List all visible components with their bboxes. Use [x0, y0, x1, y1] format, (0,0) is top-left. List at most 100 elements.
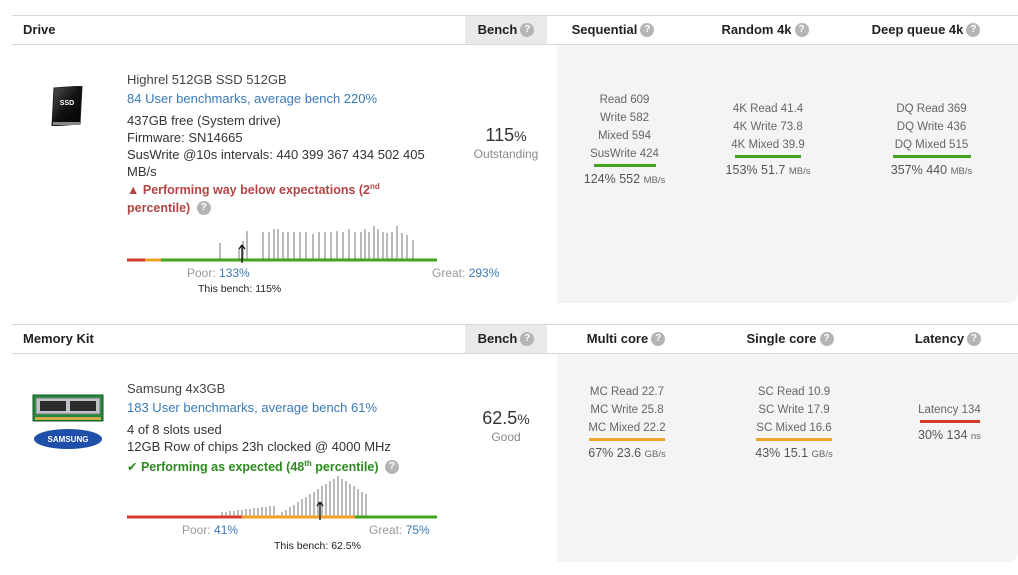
sc-write: SC Write 17.9 — [758, 404, 830, 416]
sc-mixed: SC Mixed 16.6 — [756, 422, 832, 434]
memory-bench-label: Good — [491, 430, 521, 444]
this-bench-marker-head — [319, 501, 324, 507]
memory-header-title: Memory Kit — [23, 331, 94, 346]
sc-summary: 43% 15.1 GB/s — [749, 444, 839, 464]
memory-benchmarks-link[interactable]: 183 User benchmarks, average bench 61% — [127, 400, 378, 415]
memory-this-bench: This bench: 62.5% — [274, 540, 361, 552]
drive-warning-sup: nd — [370, 182, 380, 191]
dq-mixed: DQ Mixed 515 — [894, 139, 969, 151]
help-icon[interactable]: ? — [819, 331, 834, 346]
this-bench-marker-head — [241, 244, 246, 250]
dq-write: DQ Write 436 — [896, 121, 967, 133]
drive-warning-text: Performing way below expectations (2 — [142, 183, 371, 198]
seq-bar — [593, 164, 656, 167]
lat-value: Latency 134 — [918, 404, 981, 416]
samsung-logo-text: SAMSUNG — [48, 435, 89, 444]
help-icon[interactable]: ? — [196, 200, 211, 215]
sc-read: SC Read 10.9 — [757, 386, 831, 398]
memory-multicore-header-label: Multi core — [586, 331, 649, 346]
drive-random-header-label: Random 4k — [721, 22, 792, 37]
help-icon[interactable]: ? — [651, 331, 666, 346]
dq-summary-unit: MB/s — [950, 166, 973, 177]
rnd-bar — [735, 155, 801, 158]
mc-write: MC Write 25.8 — [590, 404, 664, 416]
seq-summary: 124% 552 MB/s — [557, 170, 692, 190]
drive-header-title: Drive — [23, 22, 56, 37]
drive-bench-header[interactable]: Bench? — [465, 16, 547, 44]
memory-section: Memory Kit Bench? Multi core? Single cor… — [12, 324, 1018, 564]
drive-random-header[interactable]: Random 4k? — [709, 16, 821, 44]
help-icon[interactable]: ? — [794, 22, 809, 37]
memory-singlecore-header[interactable]: Single core? — [734, 325, 846, 353]
rnd-summary: 153% 51.7 MB/s — [714, 161, 822, 181]
drive-section: Drive Bench? Sequential? Random 4k? Deep… — [12, 15, 1018, 305]
dq-summary: 357% 440 MB/s — [874, 161, 989, 181]
memory-bench-header-label: Bench — [477, 331, 518, 346]
lat-summary-value: 30% 134 — [918, 428, 968, 442]
drive-great-label: Great: 293% — [432, 266, 499, 280]
memory-slots: 4 of 8 slots used — [127, 422, 222, 437]
memory-multicore-header[interactable]: Multi core? — [570, 325, 682, 353]
drive-distribution-chart — [127, 215, 437, 263]
memory-great-text: Great: — [369, 523, 403, 537]
warning-icon: ▲ — [127, 183, 140, 198]
this-bench-marker-head — [238, 244, 243, 250]
drive-bench-score-pct: % — [514, 128, 527, 144]
drive-free-space: 437GB free (System drive) — [127, 113, 281, 128]
drive-metrics-panel — [557, 45, 1018, 303]
drive-deepqueue-header[interactable]: Deep queue 4k? — [861, 16, 991, 44]
drive-sequential-metrics: Read 609 Write 582 Mixed 594 SusWrite 42… — [557, 91, 692, 190]
drive-bench-score-value: 115 — [485, 125, 515, 145]
help-icon[interactable]: ? — [967, 331, 982, 346]
ram-image: SAMSUNG — [32, 393, 104, 453]
seq-mixed: Mixed 594 — [597, 130, 652, 142]
rnd-read: 4K Read 41.4 — [732, 103, 804, 115]
dq-bar — [892, 155, 971, 158]
memory-good-text-end: percentile) — [311, 460, 379, 475]
drive-deepqueue-header-label: Deep queue 4k — [871, 22, 964, 37]
drive-poor-text: Poor: — [187, 266, 216, 280]
memory-latency-header[interactable]: Latency? — [892, 325, 1004, 353]
memory-bench-header[interactable]: Bench? — [465, 325, 547, 353]
ssd-image: SSD — [50, 85, 84, 127]
lat-summary-unit: ns — [970, 431, 981, 442]
memory-name: Samsung 4x3GB — [127, 381, 226, 396]
memory-chips: 12GB Row of chips 23h clocked @ 4000 MHz — [127, 439, 391, 454]
drive-great-value: 293% — [468, 266, 500, 280]
rnd-write: 4K Write 73.8 — [733, 121, 803, 133]
drive-benchmarks-link[interactable]: 84 User benchmarks, average bench 220% — [127, 91, 378, 106]
memory-great-value: 75% — [405, 523, 430, 537]
drive-great-text: Great: — [432, 266, 466, 280]
drive-suswrite: SusWrite @10s intervals: 440 399 367 434… — [127, 147, 425, 179]
mc-summary: 67% 23.6 GB/s — [582, 444, 672, 464]
help-icon[interactable]: ? — [640, 22, 655, 37]
memory-singlecore-metrics: SC Read 10.9 SC Write 17.9 SC Mixed 16.6… — [749, 383, 839, 464]
drive-poor-value: 133% — [219, 266, 250, 280]
drive-performance-warning: ▲ Performing way below expectations (2nd… — [127, 178, 397, 217]
rnd-mixed: 4K Mixed 39.9 — [731, 139, 805, 151]
memory-bench-score-value: 62.5 — [482, 408, 518, 428]
memory-good-text: Performing as expected (48 — [140, 460, 305, 475]
drive-sequential-header[interactable]: Sequential? — [557, 16, 669, 44]
memory-poor-value: 41% — [214, 523, 239, 537]
memory-good-sup: th — [304, 459, 312, 468]
help-icon[interactable]: ? — [520, 22, 535, 37]
sc-bar — [756, 438, 832, 441]
mc-mixed: MC Mixed 22.2 — [588, 422, 666, 434]
memory-header-row: Memory Kit Bench? Multi core? Single cor… — [12, 324, 1018, 354]
memory-bench-score-pct: % — [517, 411, 530, 427]
memory-latency-metrics: Latency 134 30% 134 ns — [907, 401, 992, 446]
seq-read: Read 609 — [599, 94, 650, 106]
memory-bench-score: 62.5% — [465, 408, 547, 429]
help-icon[interactable]: ? — [966, 22, 981, 37]
drive-header-row: Drive Bench? Sequential? Random 4k? Deep… — [12, 15, 1018, 45]
help-icon[interactable]: ? — [384, 459, 399, 474]
help-icon[interactable]: ? — [520, 331, 535, 346]
drive-bench-score: 115% — [465, 125, 547, 146]
memory-poor-text: Poor: — [182, 523, 211, 537]
mc-read: MC Read 22.7 — [589, 386, 665, 398]
sc-summary-value: 43% 15.1 — [755, 446, 809, 460]
drive-bench-label: Outstanding — [473, 147, 539, 161]
seq-summary-value: 124% 552 — [583, 172, 641, 186]
mc-summary-value: 67% 23.6 — [588, 446, 642, 460]
